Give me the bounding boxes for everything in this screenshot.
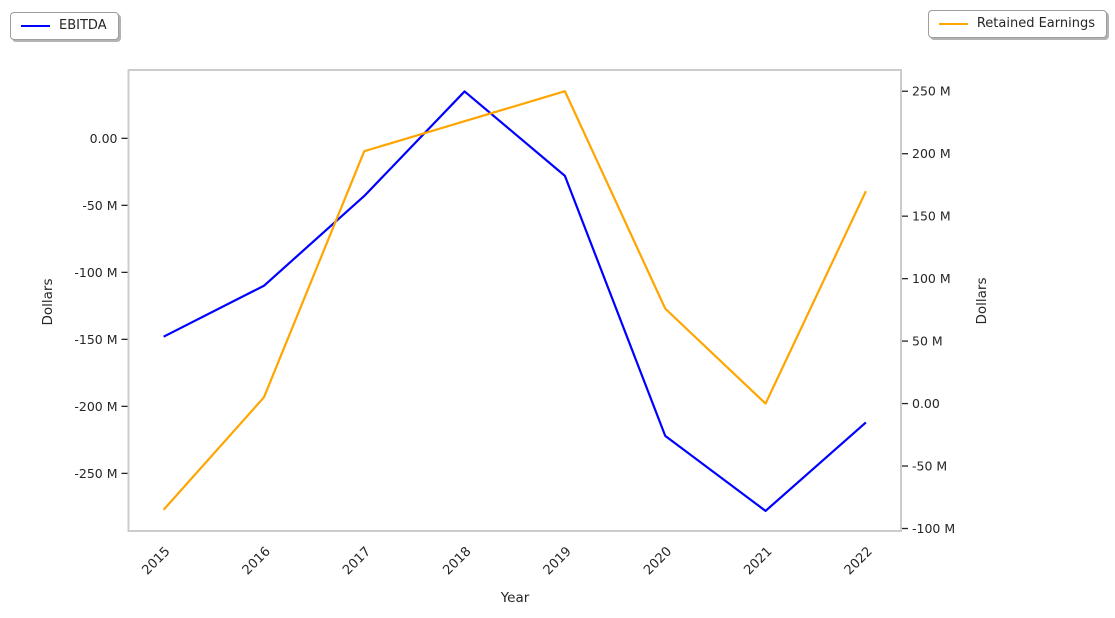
right-axis-tick-label: 150 M xyxy=(912,209,951,224)
left-axis-tick-label: -150 M xyxy=(74,332,117,347)
x-axis-tick-label: 2019 xyxy=(541,544,575,578)
ebitda-line-swatch xyxy=(21,24,50,27)
legend-ebitda-label: EBITDA xyxy=(59,18,107,33)
right-axis-tick-label: 200 M xyxy=(912,146,951,161)
right-axis-tick-label: -100 M xyxy=(912,521,955,536)
x-axis-title: Year xyxy=(500,590,530,606)
right-axis-tick-label: 250 M xyxy=(912,84,951,99)
series-ebitda-line xyxy=(163,90,867,512)
series-retained-earnings-line xyxy=(162,90,867,511)
left-axis-tick-label: -250 M xyxy=(74,466,117,481)
left-axis-tick-label: 0.00 xyxy=(90,131,118,146)
x-axis-tick-label: 2021 xyxy=(741,544,775,578)
left-axis-tick-label: -100 M xyxy=(74,265,117,280)
x-axis-tick-label: 2017 xyxy=(340,544,374,578)
x-axis-tick-label: 2018 xyxy=(440,544,474,578)
left-axis-tick-label: -200 M xyxy=(74,399,117,414)
right-axis-tick-label: 0.00 xyxy=(912,396,940,411)
x-axis-tick-label: 2022 xyxy=(842,544,876,578)
x-axis-tick-label: 2016 xyxy=(240,544,274,578)
right-axis-tick-label: -50 M xyxy=(912,459,947,474)
right-axis-tick-label: 50 M xyxy=(912,334,943,349)
retained-earnings-line-swatch xyxy=(938,22,968,25)
legend-ebitda: EBITDA xyxy=(10,12,119,40)
x-axis-tick-label: 2020 xyxy=(641,544,675,578)
x-axis-tick-label: 2015 xyxy=(139,544,173,578)
right-axis-tick-label: 100 M xyxy=(912,271,951,286)
left-axis-tick-label: -50 M xyxy=(82,198,117,213)
plot-border xyxy=(127,69,902,532)
legend-retained-earnings: Retained Earnings xyxy=(927,10,1107,38)
legend-retained-earnings-label: Retained Earnings xyxy=(976,16,1095,31)
